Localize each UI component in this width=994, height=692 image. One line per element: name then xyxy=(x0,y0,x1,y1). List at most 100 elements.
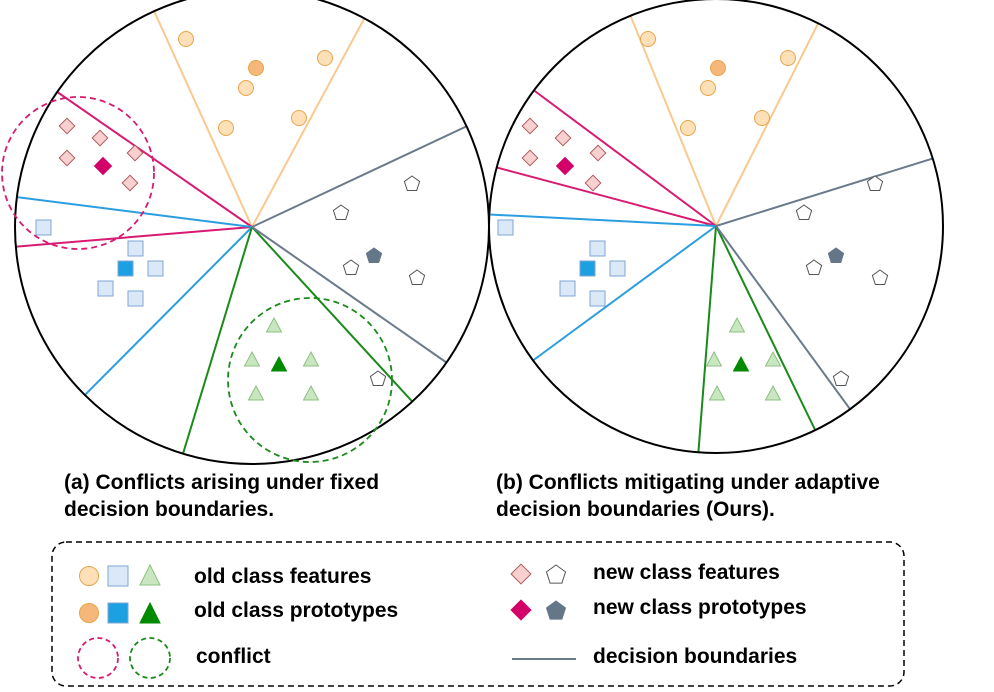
boundary-line xyxy=(519,225,717,371)
old-feature-circle xyxy=(700,80,716,96)
new-feature-diamond xyxy=(589,144,607,162)
new-feature-diamond xyxy=(58,149,76,167)
old-class-features-squares-a xyxy=(35,219,164,307)
legend-old-prototype-triangle-icon xyxy=(139,601,161,624)
old-feature-triangle xyxy=(302,384,320,401)
old-feature-circle xyxy=(680,120,696,136)
caption-b-line1: (b) Conflicts mitigating under adaptive xyxy=(496,471,880,494)
boundary-line xyxy=(696,225,717,453)
boundary-line xyxy=(715,0,836,227)
boundary-line xyxy=(251,226,421,411)
old-feature-circle xyxy=(218,120,234,136)
legend-new-feature-diamond-icon xyxy=(510,563,532,585)
boundary-line xyxy=(15,194,253,228)
boundary-line xyxy=(139,0,253,228)
new-feature-diamond xyxy=(121,174,139,192)
old-prototype-square xyxy=(579,260,596,277)
boundary-line xyxy=(251,119,481,228)
old-feature-square xyxy=(589,240,606,257)
old-feature-triangle xyxy=(708,384,726,401)
panel-a-fixed-boundaries xyxy=(1,0,490,465)
boundary-line xyxy=(15,226,253,249)
old-feature-circle xyxy=(291,110,307,126)
panel-a-boundaries xyxy=(15,0,481,464)
legend xyxy=(51,541,905,687)
caption-a-line1: (a) Conflicts arising under fixed xyxy=(64,471,380,494)
caption-b: (b) Conflicts mitigating under adaptive … xyxy=(496,469,880,523)
old-feature-triangle xyxy=(764,350,782,367)
boundary-line xyxy=(251,0,386,228)
caption-a: (a) Conflicts arising under fixed decisi… xyxy=(64,469,379,523)
old-prototype-triangle xyxy=(270,355,288,372)
old-feature-circle xyxy=(178,31,194,47)
boundary-line xyxy=(489,162,717,227)
boundary-line xyxy=(619,0,717,227)
new-feature-pentagon xyxy=(805,259,823,275)
new-prototype-pentagon xyxy=(827,247,845,263)
legend-conflict-magenta-icon xyxy=(77,637,119,679)
boundary-line xyxy=(489,213,717,227)
old-feature-circle xyxy=(640,31,656,47)
boundary-line xyxy=(251,226,451,366)
new-feature-pentagon xyxy=(408,269,426,285)
new-feature-pentagon xyxy=(871,269,889,285)
new-class-features-diamonds-b xyxy=(521,117,607,192)
new-feature-diamond xyxy=(554,129,572,147)
legend-conflict-green-icon xyxy=(129,637,171,679)
new-feature-pentagon xyxy=(403,175,421,191)
old-feature-square xyxy=(147,260,164,277)
legend-old-features-label: old class features xyxy=(194,565,372,588)
legend-old-prototypes-label: old class prototypes xyxy=(194,599,399,622)
old-prototype-triangle xyxy=(732,355,750,372)
old-prototype-circle xyxy=(248,60,264,76)
old-feature-square xyxy=(497,219,514,236)
new-class-features-pentagons-b xyxy=(795,175,889,386)
new-feature-diamond xyxy=(521,149,539,167)
panel-b-adaptive-boundaries xyxy=(488,0,944,454)
boundary-line xyxy=(715,225,821,441)
legend-new-feature-pentagon-icon xyxy=(545,564,567,584)
new-feature-diamond xyxy=(521,117,539,135)
old-feature-triangle xyxy=(243,350,261,367)
old-feature-circle xyxy=(780,50,796,66)
old-feature-square xyxy=(559,280,576,297)
old-class-features-squares-b xyxy=(497,219,626,307)
new-feature-diamond xyxy=(584,174,602,192)
old-feature-square xyxy=(97,280,114,297)
boundary-line xyxy=(39,79,253,228)
old-prototype-circle xyxy=(710,60,726,76)
conflict-circle-magenta xyxy=(1,96,155,250)
boundary-line xyxy=(715,225,859,421)
old-prototype-square xyxy=(117,260,134,277)
new-feature-pentagon xyxy=(342,259,360,275)
legend-new-prototype-pentagon-icon xyxy=(545,600,567,620)
new-prototype-diamond xyxy=(93,156,113,176)
old-feature-circle xyxy=(317,50,333,66)
new-feature-pentagon xyxy=(369,370,387,386)
old-feature-triangle xyxy=(247,384,265,401)
feature-space-circle-b xyxy=(488,0,944,454)
old-feature-triangle xyxy=(302,350,320,367)
legend-new-prototypes-label: new class prototypes xyxy=(593,596,807,619)
boundary-line xyxy=(174,226,253,464)
new-prototype-diamond xyxy=(555,156,575,176)
legend-old-prototype-circle-icon xyxy=(79,603,99,623)
old-feature-triangle xyxy=(265,316,283,333)
old-class-features-orange-b xyxy=(640,31,796,136)
old-class-features-triangles-a xyxy=(243,316,320,401)
legend-boundaries-label: decision boundaries xyxy=(593,645,798,668)
legend-new-prototype-diamond-icon xyxy=(510,599,532,621)
old-feature-square xyxy=(35,219,52,236)
boundary-line xyxy=(519,79,717,227)
old-feature-circle xyxy=(238,80,254,96)
old-feature-triangle xyxy=(764,384,782,401)
new-class-features-diamonds-a xyxy=(58,117,144,192)
boundary-line xyxy=(715,149,943,227)
caption-a-line2: decision boundaries. xyxy=(64,498,275,521)
legend-box xyxy=(51,541,905,687)
new-prototype-pentagon xyxy=(365,247,383,263)
legend-old-feature-square-icon xyxy=(107,565,129,587)
legend-old-feature-circle-icon xyxy=(79,566,99,586)
caption-b-line2: decision boundaries (Ours). xyxy=(496,498,775,521)
